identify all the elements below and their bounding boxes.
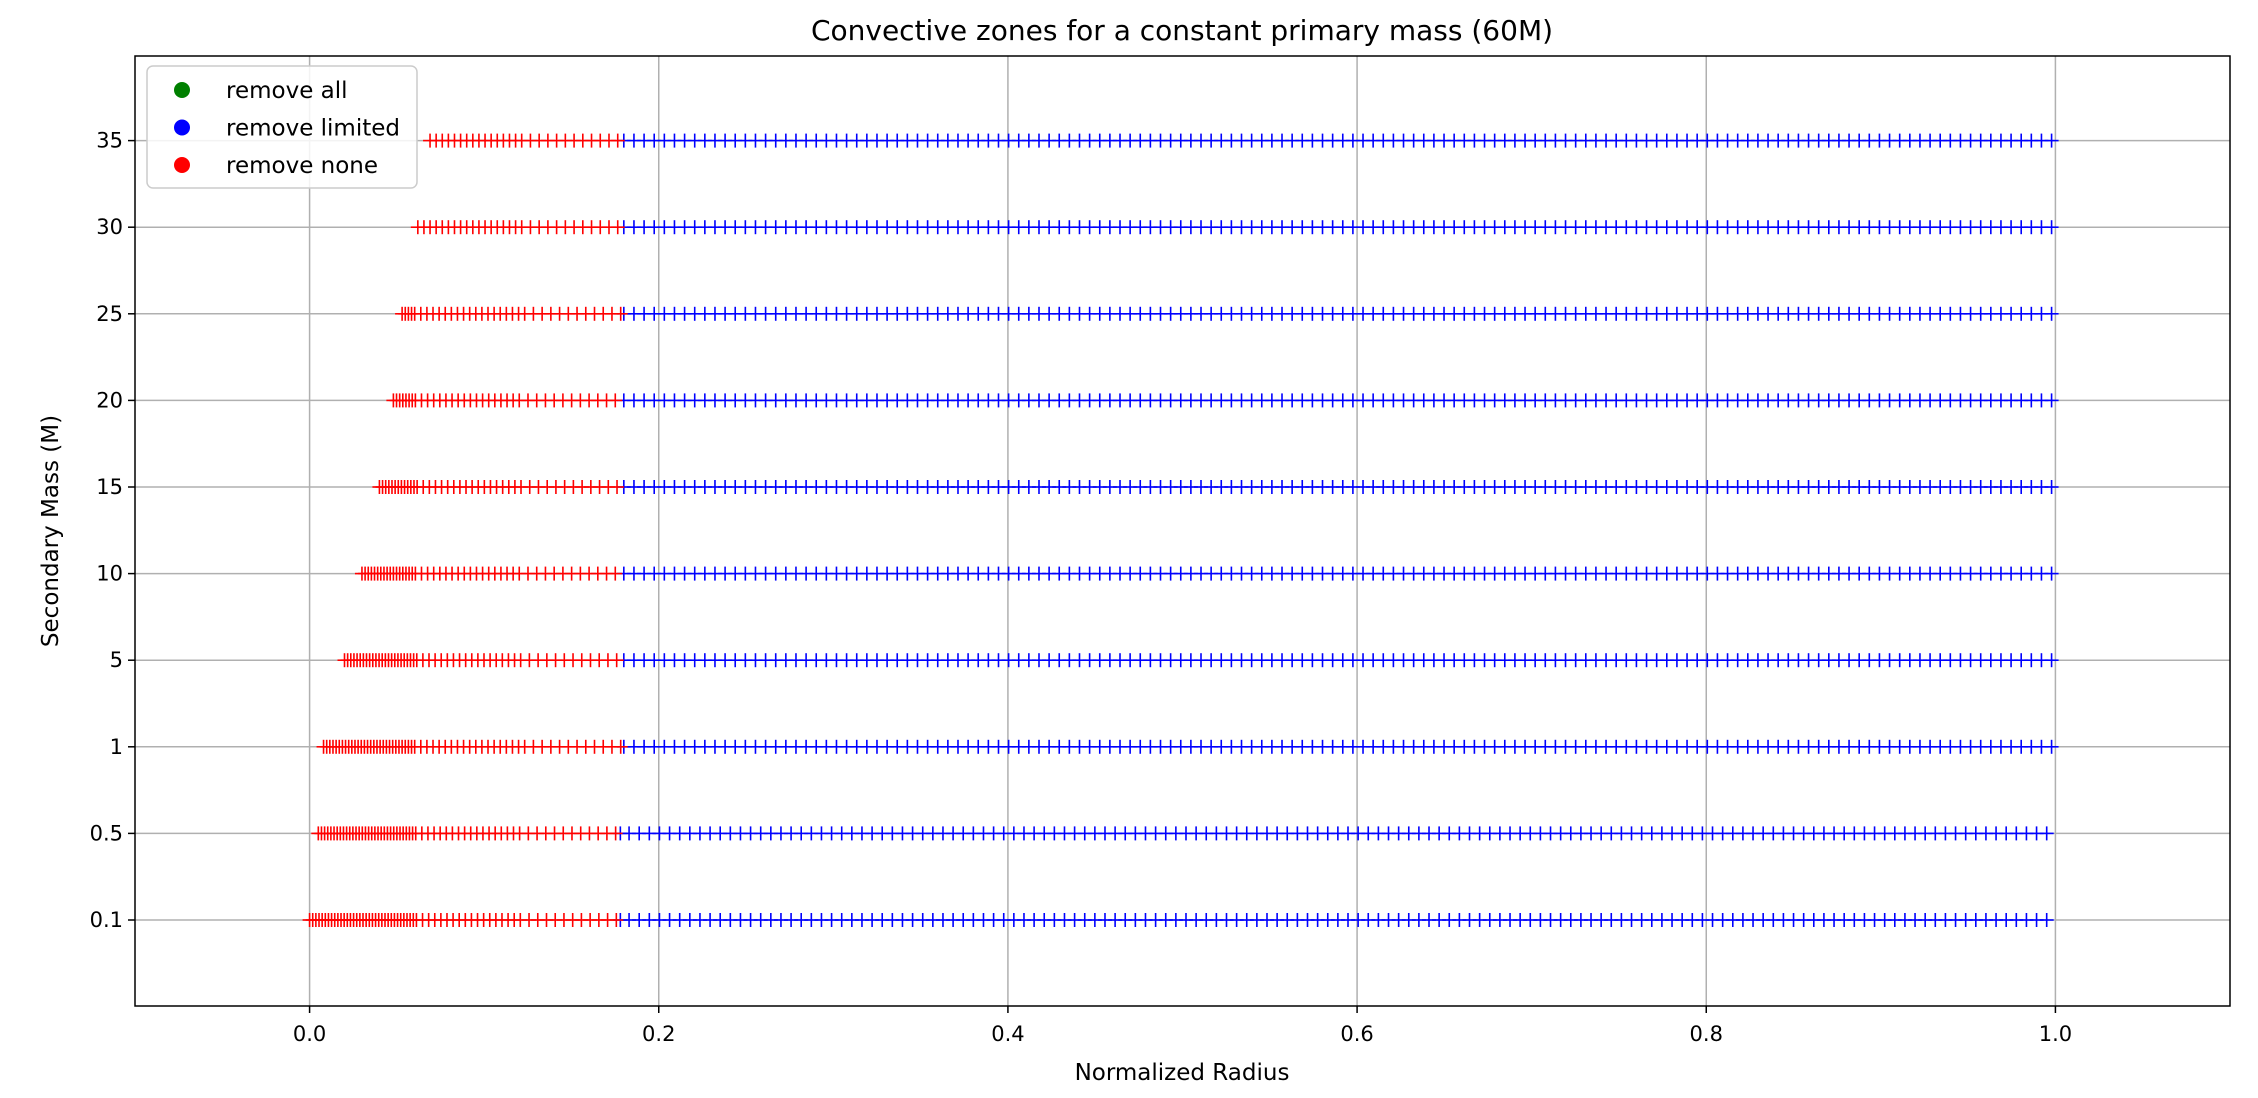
y-tick-label: 5	[110, 648, 123, 672]
y-tick-label: 0.1	[90, 908, 123, 932]
x-axis-label: Normalized Radius	[1075, 1060, 1290, 1086]
x-axis-ticks: 0.0 0.2 0.4 0.6 0.8 1.0	[293, 1006, 2072, 1046]
y-tick-label: 20	[96, 388, 123, 412]
remove-limited-markers	[616, 133, 2059, 148]
legend-label: remove all	[226, 78, 348, 104]
y-tick-label: 10	[96, 562, 123, 586]
y-axis-label: Secondary Mass (M)	[38, 415, 64, 647]
remove-limited-markers	[616, 220, 2059, 235]
remove-none-markers	[337, 653, 624, 668]
x-tick-label: 1.0	[2039, 1022, 2072, 1046]
x-tick-label: 0.0	[293, 1022, 326, 1046]
y-tick-label: 15	[96, 475, 123, 499]
remove-none-markers	[423, 133, 625, 148]
remove-none-markers	[316, 739, 628, 754]
y-tick-label: 1	[110, 735, 123, 759]
remove-none-markers	[410, 220, 625, 235]
remove-limited-markers	[616, 393, 2059, 408]
y-tick-label: 30	[96, 215, 123, 239]
x-tick-label: 0.6	[1340, 1022, 1373, 1046]
legend-label: remove none	[226, 153, 378, 179]
remove-limited-markers	[613, 913, 2054, 927]
remove-none-markers	[372, 480, 625, 494]
remove-none-markers	[302, 913, 624, 927]
x-tick-label: 0.8	[1690, 1022, 1723, 1046]
x-tick-label: 0.2	[642, 1022, 675, 1046]
legend-dot	[174, 82, 190, 98]
legend-dot	[174, 119, 190, 136]
legend: remove all remove limited remove none	[146, 65, 418, 189]
chart-title: Convective zones for a constant primary …	[811, 14, 1553, 47]
legend-label: remove limited	[226, 116, 400, 142]
x-tick-label: 0.4	[991, 1022, 1024, 1046]
remove-none-markers	[395, 306, 628, 321]
remove-none-markers	[311, 826, 623, 841]
legend-box	[146, 65, 418, 189]
remove-limited-markers	[616, 739, 2059, 754]
remove-limited-markers	[616, 306, 2059, 321]
remove-limited-markers	[616, 566, 2059, 581]
plot-frame	[134, 55, 2231, 1007]
remove-none-markers	[354, 566, 623, 581]
remove-none-markers	[386, 393, 623, 408]
remove-limited-markers	[616, 653, 2059, 668]
y-tick-label: 25	[96, 302, 123, 326]
y-tick-label: 0.5	[90, 821, 123, 845]
legend-dot	[174, 157, 190, 173]
remove-limited-markers	[613, 826, 2054, 841]
remove-limited-markers	[616, 480, 2059, 494]
y-tick-label: 35	[96, 129, 123, 153]
data-marks	[302, 133, 2059, 927]
